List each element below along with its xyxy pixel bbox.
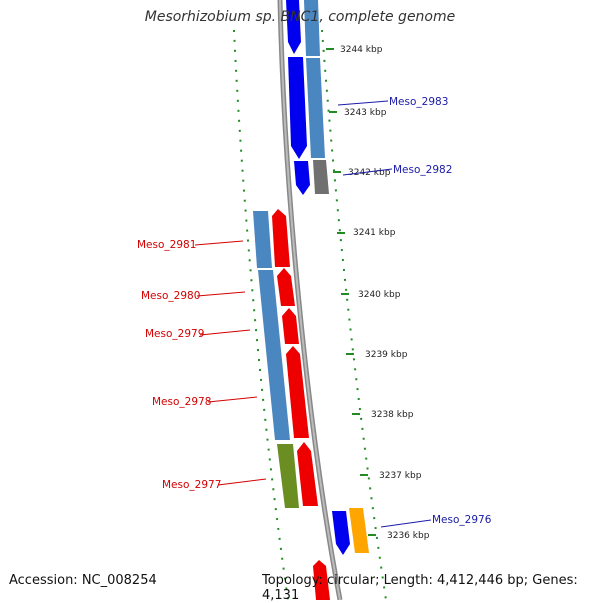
gene-arrow-reverse: [313, 560, 330, 600]
outer-boundary-left: [233, 29, 289, 600]
tick-label: 3242 kbp: [348, 168, 391, 178]
gene-label: Meso_2977: [162, 479, 221, 491]
cog-bar: [258, 270, 290, 440]
gene-label: Meso_2978: [152, 396, 211, 408]
genome-backbone-highlight: [279, 0, 341, 600]
tick-label: 3244 kbp: [340, 45, 383, 55]
map-title: Mesorhizobium sp. BNC1, complete genome: [144, 9, 456, 25]
gene-label: Meso_2976: [432, 514, 492, 526]
gene-arrow-forward: [288, 57, 307, 159]
gene-label: Meso_2979: [145, 328, 204, 340]
gene-label: Meso_2983: [389, 96, 448, 108]
gene-arrow-reverse: [297, 442, 318, 506]
cog-bar: [306, 58, 325, 158]
gene-label: Meso_2981: [137, 239, 196, 251]
gene-arrow-reverse: [286, 346, 309, 438]
gene-arrow-reverse: [277, 268, 295, 306]
forward-genes-lower: [332, 508, 369, 555]
gene-arrow-forward: [286, 0, 301, 54]
tick-label: 3243 kbp: [344, 108, 387, 118]
kbp-ticks: 3244 kbp 3243 kbp 3242 kbp 3241 kbp 3240…: [326, 45, 430, 541]
forward-genes-upper: [286, 0, 329, 195]
tick-label: 3236 kbp: [387, 531, 430, 541]
gene-arrow-reverse: [282, 308, 299, 344]
cog-bar: [313, 160, 329, 194]
gene-arrow-forward: [294, 161, 310, 195]
tick-label: 3240 kbp: [358, 290, 401, 300]
tick-label: 3241 kbp: [353, 228, 396, 238]
cog-bar: [253, 211, 272, 268]
gene-label: Meso_2980: [141, 290, 200, 302]
topology-text: Topology: circular; Length: 4,412,446 bp…: [262, 573, 578, 603]
tick-label: 3239 kbp: [365, 350, 408, 360]
cog-bar: [277, 444, 299, 508]
gene-arrow-reverse: [272, 209, 290, 267]
gene-labels: Meso_2983 Meso_2982 Meso_2981 Meso_2980 …: [137, 96, 492, 528]
tick-label: 3238 kbp: [371, 410, 414, 420]
accession-text: Accession: NC_008254: [9, 573, 157, 588]
cog-bar: [304, 0, 320, 56]
gene-arrow-forward: [332, 511, 350, 555]
tick-label: 3237 kbp: [379, 471, 422, 481]
reverse-genes-middle: [253, 209, 318, 508]
gene-label: Meso_2982: [393, 164, 452, 176]
cog-bar: [349, 508, 369, 553]
